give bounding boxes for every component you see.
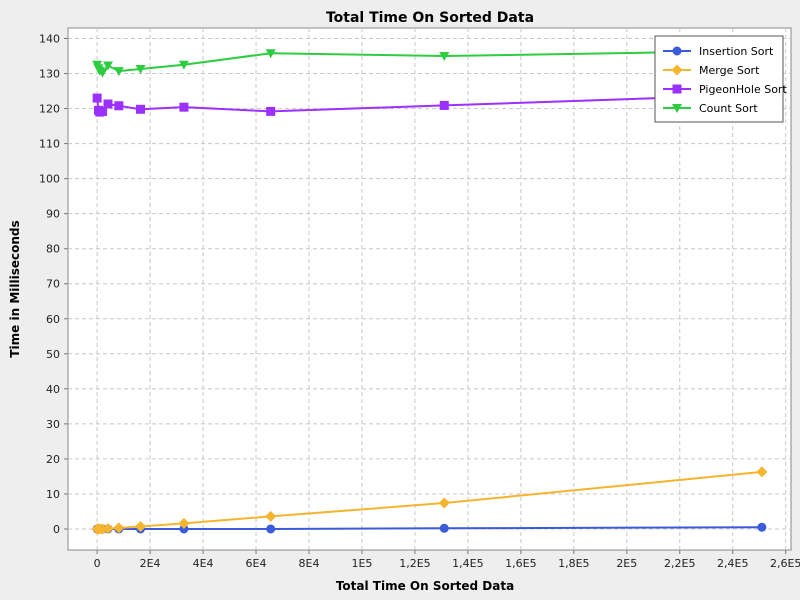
data-point	[439, 523, 449, 533]
x-tick-label: 0	[94, 557, 101, 570]
x-tick-label: 4E4	[193, 557, 214, 570]
data-point	[266, 524, 276, 534]
y-tick-label: 50	[46, 348, 60, 361]
y-tick-label: 80	[46, 243, 60, 256]
x-tick-label: 2E5	[616, 557, 637, 570]
legend-label: Insertion Sort	[699, 45, 774, 58]
data-point	[179, 102, 189, 112]
data-point	[97, 68, 108, 78]
axis-ticks: 0 2E4 4E4 6E4 8E4 1E5 1,2E5 1,4E5 1,6E5 1,8E5 2E5 2…	[39, 33, 800, 570]
y-tick-label: 30	[46, 418, 60, 431]
y-tick-label: 0	[53, 523, 60, 536]
x-axis-label: Total Time On Sorted Data	[336, 579, 514, 593]
data-point	[98, 106, 108, 116]
data-point	[266, 106, 276, 116]
y-tick-label: 140	[39, 33, 60, 46]
x-tick-label: 8E4	[299, 557, 320, 570]
x-tick-label: 2E4	[140, 557, 161, 570]
y-tick-label: 100	[39, 173, 60, 186]
y-tick-label: 20	[46, 453, 60, 466]
x-tick-label: 1,4E5	[452, 557, 483, 570]
x-tick-label: 2,4E5	[717, 557, 748, 570]
y-tick-label: 110	[39, 138, 60, 151]
data-point	[135, 521, 147, 533]
legend-marker	[672, 104, 682, 113]
data-point	[113, 522, 125, 534]
data-point	[92, 93, 102, 103]
x-tick-label: 1E5	[351, 557, 372, 570]
data-point	[439, 52, 450, 62]
data-point	[114, 101, 124, 111]
series-merge-sort	[91, 466, 768, 535]
y-tick-label: 90	[46, 208, 60, 221]
legend: Insertion Sort Merge Sort PigeonHole Sort C…	[654, 35, 787, 123]
data-point	[265, 510, 277, 522]
legend-item: Merge Sort	[663, 64, 760, 77]
data-point	[757, 522, 767, 532]
data-point	[135, 64, 146, 74]
legend-item: Insertion Sort	[663, 45, 774, 58]
x-tick-label: 1,6E5	[505, 557, 536, 570]
data-point	[178, 517, 190, 529]
legend-item: Count Sort	[663, 102, 758, 115]
data-point	[103, 99, 113, 109]
y-axis-label: Time in Milliseconds	[8, 220, 22, 357]
data-point	[178, 60, 189, 70]
x-tick-label: 6E4	[246, 557, 267, 570]
legend-label: Merge Sort	[699, 64, 760, 77]
series-layer	[91, 46, 768, 535]
data-point	[136, 104, 146, 114]
data-point	[102, 61, 113, 71]
data-point	[756, 466, 768, 478]
grid	[68, 28, 791, 550]
y-tick-label: 60	[46, 313, 60, 326]
legend-marker	[671, 64, 683, 76]
legend-marker	[672, 46, 682, 56]
legend-label: Count Sort	[699, 102, 758, 115]
x-tick-label: 1,2E5	[399, 557, 430, 570]
legend-item: PigeonHole Sort	[663, 83, 787, 96]
y-tick-label: 70	[46, 278, 60, 291]
data-point	[438, 497, 450, 509]
x-tick-label: 1,8E5	[558, 557, 589, 570]
legend-label: PigeonHole Sort	[699, 83, 787, 96]
data-point	[265, 49, 276, 59]
data-point	[113, 67, 124, 77]
x-tick-label: 2,6E5	[770, 557, 800, 570]
y-tick-label: 120	[39, 103, 60, 116]
x-tick-label: 2,2E5	[664, 557, 695, 570]
legend-marker	[672, 84, 682, 94]
chart-title: Total Time On Sorted Data	[326, 10, 534, 26]
data-point	[439, 100, 449, 110]
y-tick-label: 130	[39, 68, 60, 81]
y-tick-label: 40	[46, 383, 60, 396]
y-tick-label: 10	[46, 488, 60, 501]
data-point	[179, 524, 189, 534]
data-point	[102, 523, 114, 535]
